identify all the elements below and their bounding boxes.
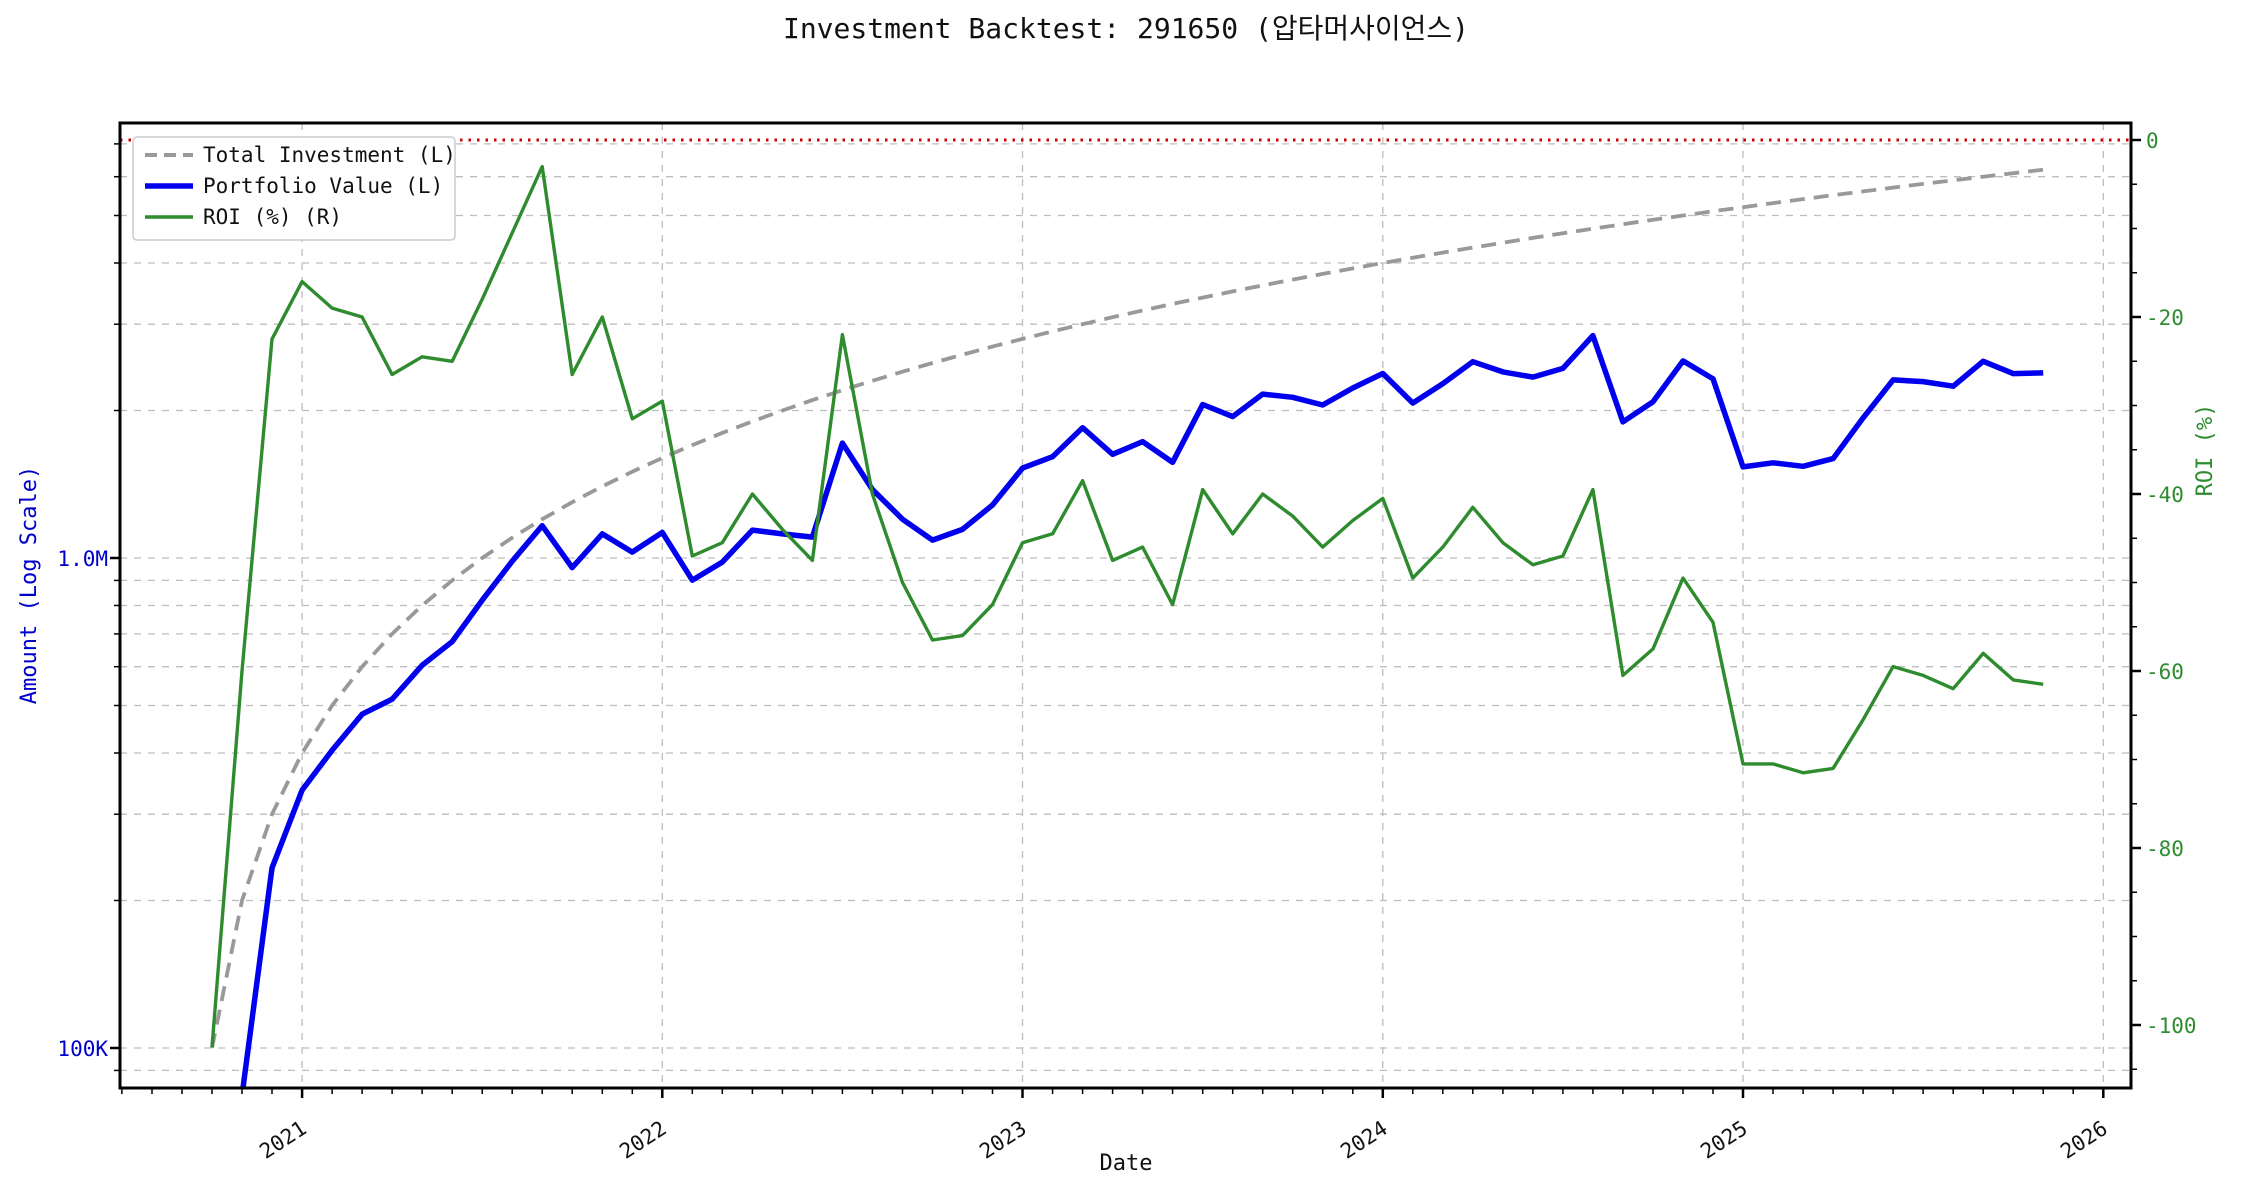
chart-title: Investment Backtest: 291650 (압타머사이언스) [783,12,1469,45]
legend-label-roi: ROI (%) (R) [203,205,342,229]
axis-ticks [110,138,2141,1098]
right-axis-label: ROI (%) [2193,404,2218,497]
x-tick-2021: 2021 [255,1116,310,1164]
legend-label-portfolio-value: Portfolio Value (L) [203,174,443,198]
x-tick-2023: 2023 [975,1116,1030,1164]
legend-box [132,136,456,241]
right-tick-100: -100 [2146,1014,2197,1038]
right-tick-40: -40 [2146,483,2184,507]
x-tick-2022: 2022 [615,1116,670,1164]
left-tick-1M: 1.0M [57,547,108,571]
plot-frame [118,121,2133,1090]
data-series [210,164,2044,1088]
legend: Total Investment (L) Portfolio Value (L)… [132,136,456,241]
right-tick-80: -80 [2146,837,2184,861]
right-tick-60: -60 [2146,660,2184,684]
right-tick-0: 0 [2146,129,2159,153]
x-axis-label: Date [1100,1151,1153,1176]
left-tick-100K: 100K [57,1037,108,1061]
gridlines [120,123,2131,1088]
x-tick-2024: 2024 [1336,1116,1391,1164]
left-axis-label: Amount (Log Scale) [17,466,42,704]
x-tick-2026: 2026 [2056,1116,2111,1164]
x-tick-2025: 2025 [1696,1116,1751,1164]
right-tick-20: -20 [2146,306,2184,330]
legend-label-total-investment: Total Investment (L) [203,143,456,167]
